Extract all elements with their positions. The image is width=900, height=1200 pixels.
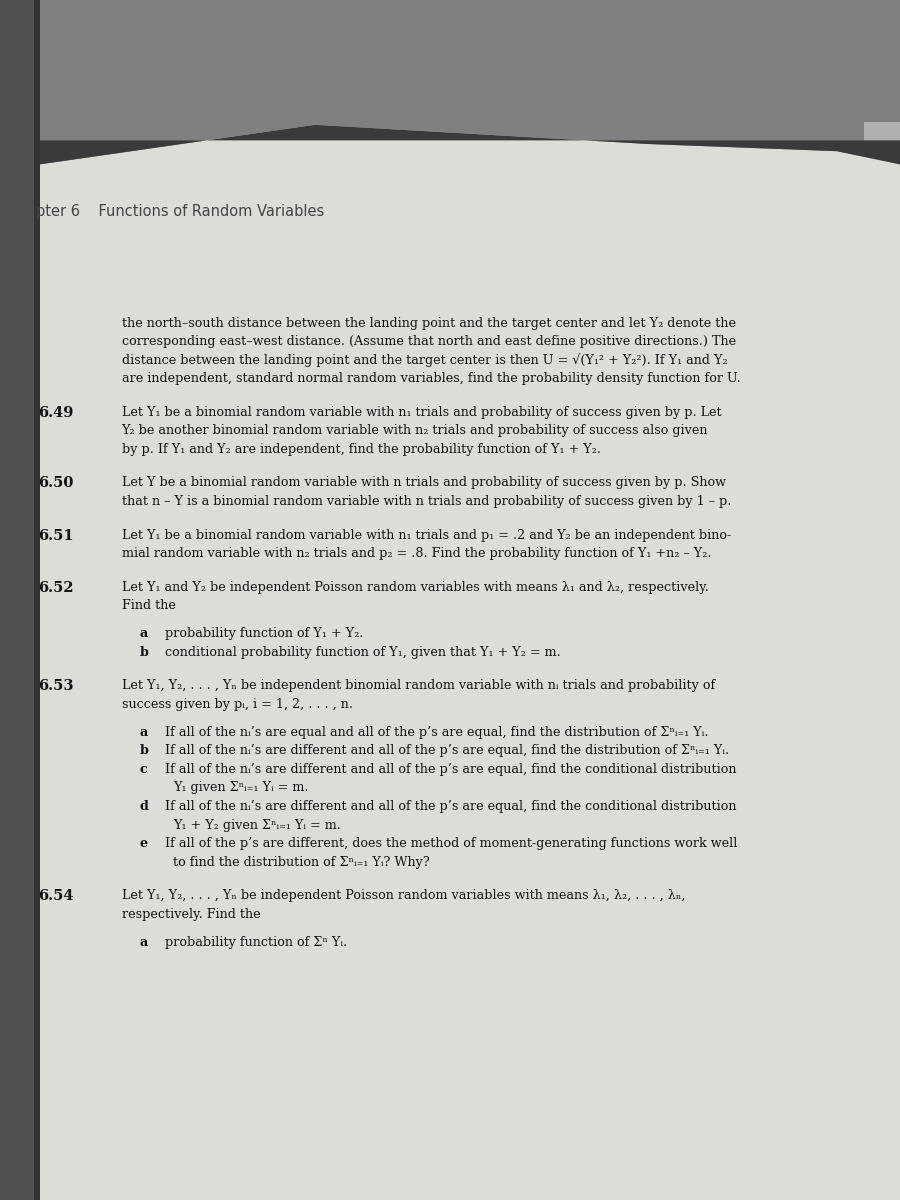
Text: Let Y be a binomial random variable with n trials and probability of success giv: Let Y be a binomial random variable with… (122, 476, 725, 490)
Text: success given by pᵢ, i = 1, 2, . . . , n.: success given by pᵢ, i = 1, 2, . . . , n… (122, 697, 353, 710)
Text: probability function of Σⁿ Yᵢ.: probability function of Σⁿ Yᵢ. (165, 936, 346, 949)
Text: the north–south distance between the landing point and the target center and let: the north–south distance between the lan… (122, 317, 735, 330)
Bar (0, 0, 900, 170)
Text: b: b (140, 646, 148, 659)
Text: Y₁ given Σⁿᵢ₌₁ Yᵢ = m.: Y₁ given Σⁿᵢ₌₁ Yᵢ = m. (173, 781, 309, 794)
Text: e: e (140, 838, 148, 851)
Text: to find the distribution of Σⁿᵢ₌₁ Yᵢ? Why?: to find the distribution of Σⁿᵢ₌₁ Yᵢ? Wh… (173, 856, 429, 869)
Text: corresponding east–west distance. (Assume that north and east define positive di: corresponding east–west distance. (Assum… (122, 335, 735, 348)
Bar (864, 122, 900, 1200)
Text: are independent, standard normal random variables, find the probability density : are independent, standard normal random … (122, 372, 740, 385)
Text: 6.51: 6.51 (38, 528, 74, 542)
Text: If all of the nᵢ’s are different and all of the p’s are equal, find the conditio: If all of the nᵢ’s are different and all… (165, 763, 736, 776)
Text: Y₁ + Y₂ given Σⁿᵢ₌₁ Yᵢ = m.: Y₁ + Y₂ given Σⁿᵢ₌₁ Yᵢ = m. (173, 818, 341, 832)
Text: probability function of Y₁ + Y₂.: probability function of Y₁ + Y₂. (165, 628, 363, 640)
Text: Y₂ be another binomial random variable with n₂ trials and probability of success: Y₂ be another binomial random variable w… (122, 425, 708, 437)
Text: If all of the p’s are different, does the method of moment-generating functions : If all of the p’s are different, does th… (165, 838, 737, 851)
Text: by p. If Y₁ and Y₂ are independent, find the probability function of Y₁ + Y₂.: by p. If Y₁ and Y₂ are independent, find… (122, 443, 600, 456)
Text: If all of the nᵢ’s are different and all of the p’s are equal, find the distribu: If all of the nᵢ’s are different and all… (165, 744, 729, 757)
Text: mial random variable with n₂ trials and p₂ = .8. Find the probability function o: mial random variable with n₂ trials and … (122, 547, 711, 560)
Bar (34, 0, 40, 1200)
Text: conditional probability function of Y₁, given that Y₁ + Y₂ = m.: conditional probability function of Y₁, … (165, 646, 561, 659)
Text: Let Y₁, Y₂, . . . , Yₙ be independent binomial random variable with nᵢ trials an: Let Y₁, Y₂, . . . , Yₙ be independent bi… (122, 679, 715, 692)
Text: If all of the nᵢ’s are different and all of the p’s are equal, find the conditio: If all of the nᵢ’s are different and all… (165, 800, 736, 814)
Text: that n – Y is a binomial random variable with n trials and probability of succes: that n – Y is a binomial random variable… (122, 496, 731, 508)
Text: distance between the landing point and the target center is then U = √(Y₁² + Y₂²: distance between the landing point and t… (122, 354, 727, 367)
Bar (0, 0, 34, 1200)
Text: 6.52: 6.52 (38, 581, 74, 595)
Text: 6.49: 6.49 (38, 406, 73, 420)
Text: pter 6    Functions of Random Variables: pter 6 Functions of Random Variables (36, 204, 324, 218)
Polygon shape (0, 125, 900, 182)
Text: c: c (140, 763, 148, 776)
Text: a: a (140, 726, 148, 739)
Text: Let Y₁ and Y₂ be independent Poisson random variables with means λ₁ and λ₂, resp: Let Y₁ and Y₂ be independent Poisson ran… (122, 581, 708, 594)
Text: If all of the nᵢ’s are equal and all of the p’s are equal, find the distribution: If all of the nᵢ’s are equal and all of … (165, 726, 708, 739)
Text: Let Y₁, Y₂, . . . , Yₙ be independent Poisson random variables with means λ₁, λ₂: Let Y₁, Y₂, . . . , Yₙ be independent Po… (122, 889, 685, 902)
Text: Let Y₁ be a binomial random variable with n₁ trials and p₁ = .2 and Y₂ be an ind: Let Y₁ be a binomial random variable wit… (122, 528, 731, 541)
Text: Let Y₁ be a binomial random variable with n₁ trials and probability of success g: Let Y₁ be a binomial random variable wit… (122, 406, 721, 419)
Text: 6.53: 6.53 (38, 679, 73, 694)
Text: a: a (140, 936, 148, 949)
Text: respectively. Find the: respectively. Find the (122, 908, 260, 920)
Text: Find the: Find the (122, 599, 176, 612)
Text: b: b (140, 744, 148, 757)
Text: a: a (140, 628, 148, 640)
Polygon shape (0, 125, 900, 1200)
Text: 6.50: 6.50 (38, 476, 73, 491)
Text: d: d (140, 800, 148, 814)
Text: 6.54: 6.54 (38, 889, 73, 904)
